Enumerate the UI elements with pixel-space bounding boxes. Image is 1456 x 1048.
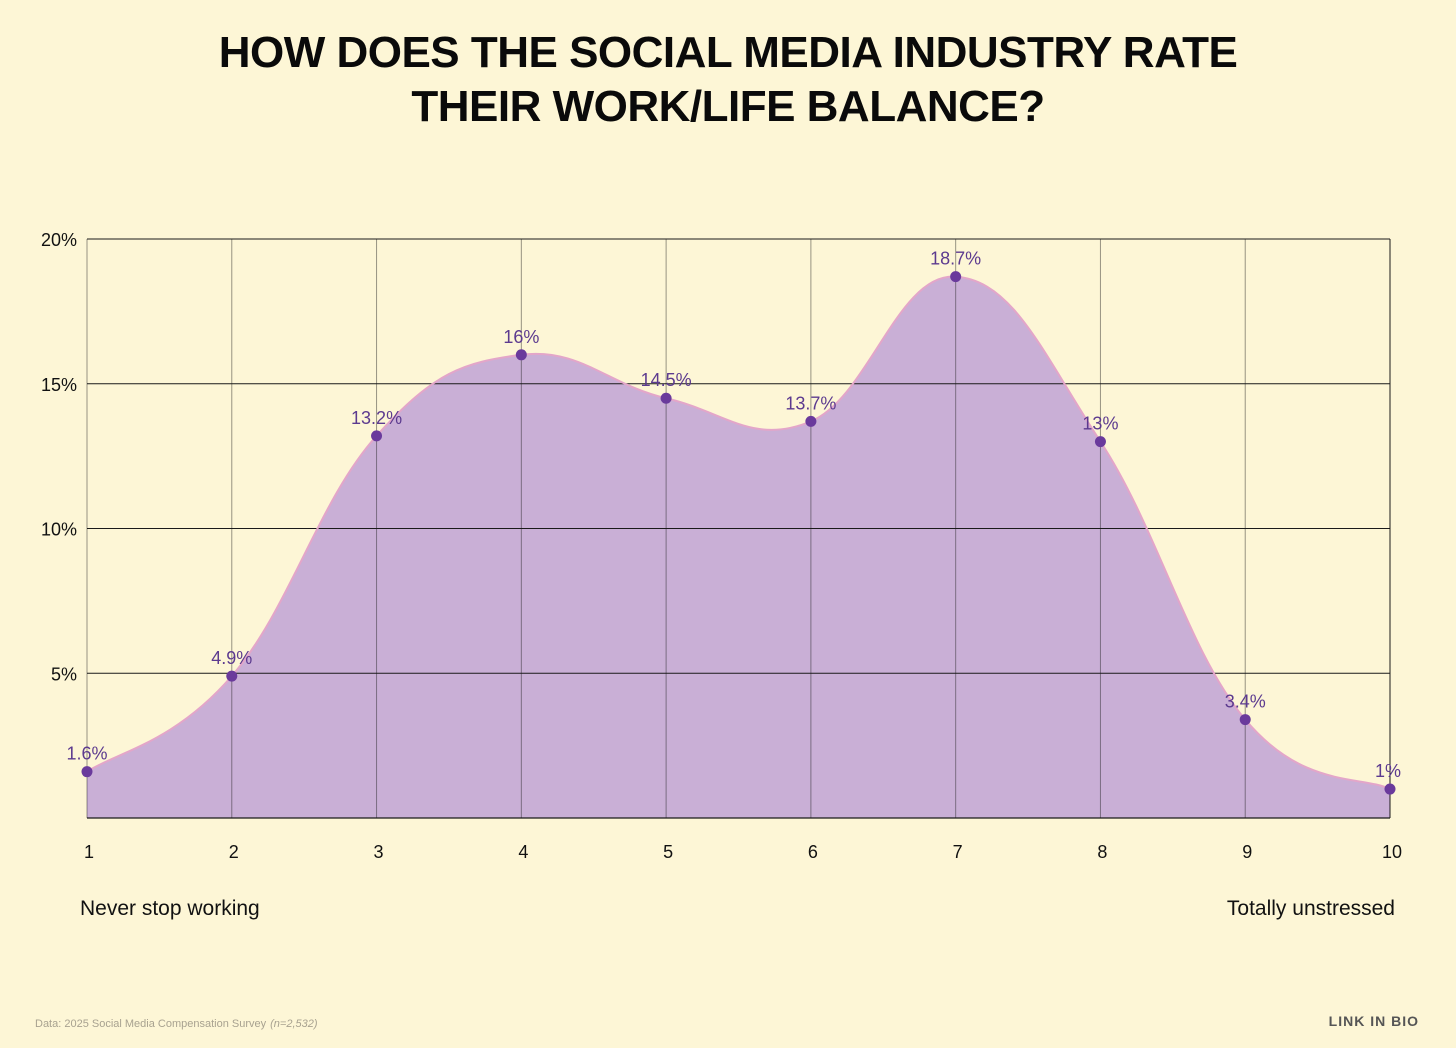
y-tick-label: 15%: [41, 375, 77, 395]
x-tick-label: 3: [374, 842, 384, 862]
x-tick-label: 5: [663, 842, 673, 862]
x-tick-label: 1: [84, 842, 94, 862]
data-label: 13.7%: [785, 393, 836, 413]
data-point: [805, 415, 817, 427]
data-label: 13.2%: [351, 408, 402, 428]
chart-title-line-1: HOW DOES THE SOCIAL MEDIA INDUSTRY RATE: [218, 28, 1238, 77]
data-label: 13%: [1082, 414, 1118, 434]
x-tick-label: 8: [1097, 842, 1107, 862]
data-point: [81, 766, 93, 778]
data-label: 4.9%: [211, 648, 252, 668]
data-source-note: Data: 2025 Social Media Compensation Sur…: [35, 1018, 318, 1030]
chart-title-line-2: THEIR WORK/LIFE BALANCE?: [411, 82, 1045, 131]
data-label: 14.5%: [641, 370, 692, 390]
area-line: [86, 275, 1391, 790]
x-tick-label: 4: [518, 842, 528, 862]
x-tick-label: 2: [229, 842, 239, 862]
data-point: [1384, 783, 1396, 795]
y-tick-label: 5%: [51, 664, 77, 684]
data-point: [950, 271, 962, 283]
data-label: 1%: [1375, 761, 1401, 781]
data-source-text: Data: 2025 Social Media Compensation Sur…: [35, 1018, 267, 1030]
x-tick-label: 7: [953, 842, 963, 862]
data-point: [371, 430, 383, 442]
x-tick-label: 9: [1242, 842, 1252, 862]
x-tick-label: 10: [1382, 842, 1402, 862]
x-tick-label: 6: [808, 842, 818, 862]
y-tick-label: 10%: [41, 520, 77, 540]
data-label: 16%: [503, 327, 539, 347]
y-tick-label: 20%: [41, 230, 77, 250]
data-point: [1094, 436, 1106, 448]
data-label: 18.7%: [930, 249, 981, 269]
brand-logo: LINK IN BIO: [1328, 1013, 1419, 1029]
data-point: [660, 392, 672, 404]
data-point: [515, 349, 527, 361]
chart-title: HOW DOES THE SOCIAL MEDIA INDUSTRY RATE …: [0, 26, 1456, 134]
data-label: 3.4%: [1225, 692, 1266, 712]
data-point: [226, 670, 238, 682]
sample-size-text: (n=2,532): [270, 1018, 318, 1030]
data-label: 1.6%: [66, 744, 107, 764]
x-axis-high-label: Totally unstressed: [1226, 897, 1395, 920]
x-axis-low-label: Never stop working: [80, 897, 260, 920]
data-point: [1239, 714, 1251, 726]
area-fill: [87, 276, 1390, 818]
